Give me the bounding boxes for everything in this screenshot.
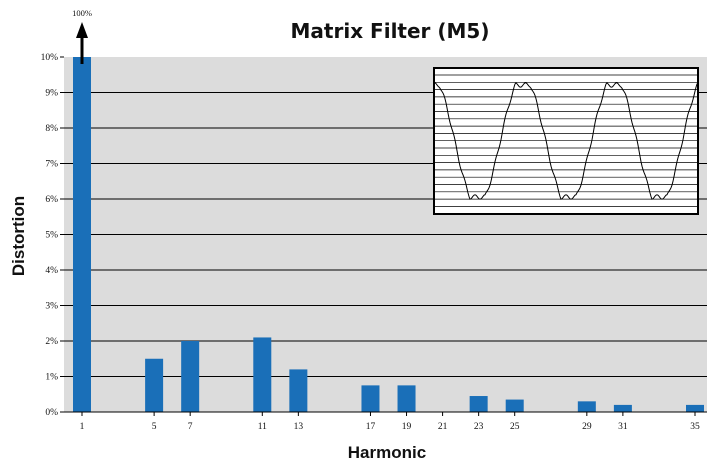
overflow-label: 100% <box>72 8 92 18</box>
bar-harmonic-5 <box>145 358 164 412</box>
bar-harmonic-31 <box>613 404 632 412</box>
bar-harmonic-1 <box>73 57 91 412</box>
bar-harmonic-23 <box>469 396 488 412</box>
y-tick-label: 2% <box>45 337 58 347</box>
bars <box>64 57 707 413</box>
x-tick-label: 5 <box>152 422 157 432</box>
y-tick-label: 8% <box>45 124 58 134</box>
overflow-arrow <box>76 22 88 64</box>
waveform-inset <box>433 67 699 215</box>
x-tick-label: 7 <box>188 422 193 432</box>
x-tick-label: 13 <box>294 422 304 432</box>
x-tick-label: 29 <box>582 422 592 432</box>
x-tick-label: 35 <box>690 422 700 432</box>
y-tick-label: 1% <box>45 373 58 383</box>
bar-harmonic-11 <box>253 337 272 412</box>
x-tick-label: 31 <box>618 422 628 432</box>
y-tick-label: 3% <box>45 302 58 312</box>
x-axis-label: Harmonic <box>348 443 426 462</box>
y-tick-label: 0% <box>45 408 58 418</box>
x-tick-label: 19 <box>402 422 412 432</box>
y-tick-label: 10% <box>41 53 59 63</box>
y-axis-label: Distortion <box>9 196 28 276</box>
chart-title: Matrix Filter (M5) <box>291 19 490 43</box>
arrow-head <box>76 22 88 38</box>
y-tick-label: 7% <box>45 160 58 170</box>
x-tick-label: 25 <box>510 422 520 432</box>
bar-harmonic-19 <box>397 385 416 412</box>
bar-harmonic-13 <box>289 369 308 412</box>
y-tick-label: 9% <box>45 89 58 99</box>
y-tick-label: 5% <box>45 231 58 241</box>
bar-harmonic-29 <box>577 401 596 412</box>
x-axis-ticks: 1 5 7 11 13 17 19 21 23 25 29 31 35 <box>80 412 700 432</box>
x-tick-label: 23 <box>474 422 484 432</box>
x-tick-label: 11 <box>258 422 267 432</box>
bar-harmonic-7 <box>181 341 200 412</box>
y-tick-label: 6% <box>45 195 58 205</box>
bar-harmonic-35 <box>686 404 704 412</box>
x-tick-label: 1 <box>80 422 85 432</box>
x-tick-label: 21 <box>438 422 448 432</box>
x-tick-label: 17 <box>366 422 376 432</box>
y-tick-label: 4% <box>45 266 58 276</box>
y-axis-ticks: 0% 1% 2% 3% 4% 5% 6% 7% 8% 9% 10% <box>41 53 64 418</box>
inset-waveform <box>434 82 699 200</box>
bar-harmonic-17 <box>361 385 380 412</box>
bar-harmonic-25 <box>505 399 524 412</box>
